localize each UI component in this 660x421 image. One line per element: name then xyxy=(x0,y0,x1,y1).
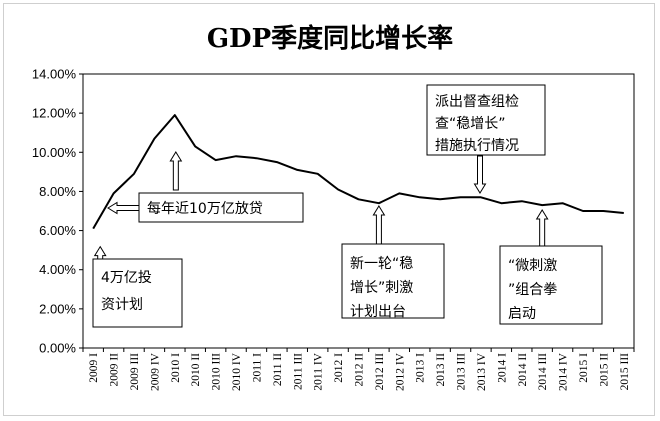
x-tick-label: 2010 II xyxy=(190,353,202,387)
annotation-text: 资计划 xyxy=(101,297,143,313)
annotation-text: ”组合拳 xyxy=(508,282,557,298)
x-tick-label: 2011 III xyxy=(292,353,304,390)
y-tick-label: 0.00% xyxy=(39,341,76,356)
x-tick-label: 2009 II xyxy=(109,353,121,387)
x-tick-label: 2014 II xyxy=(517,353,529,387)
x-tick-label: 2012 I xyxy=(333,353,345,383)
annotation-arrow xyxy=(169,151,183,191)
annotation-arrow xyxy=(107,201,140,215)
x-tick-label: 2012 II xyxy=(354,353,366,387)
annotation-text: 启动 xyxy=(508,306,536,322)
annotation-text: 派出督查组检 xyxy=(435,94,519,110)
chart-title: GDP季度同比增长率 xyxy=(207,23,453,54)
x-tick-label: 2009 I xyxy=(88,353,100,383)
x-tick-label: 2013 I xyxy=(415,353,427,383)
x-tick-label: 2011 IV xyxy=(313,352,325,390)
x-tick-label: 2014 III xyxy=(537,353,549,391)
annotation-arrow xyxy=(473,155,487,194)
gdp-growth-series-line xyxy=(92,114,624,230)
annotation-arrow xyxy=(93,245,107,261)
annotation-annual-lending: 每年近10万亿放贷 xyxy=(138,192,304,223)
x-tick-label: 2014 I xyxy=(496,353,508,383)
x-tick-label: 2014 IV xyxy=(558,352,570,391)
x-tick-label: 2010 IV xyxy=(231,352,243,391)
x-tick-label: 2013 III xyxy=(456,353,468,391)
x-tick-label: 2009 III xyxy=(129,353,141,391)
annotation-text: 增长”刺激 xyxy=(350,279,413,296)
x-tick-label: 2011 II xyxy=(272,353,284,386)
x-tick-label: 2012 III xyxy=(374,353,386,391)
y-tick-label: 8.00% xyxy=(39,184,76,199)
x-tick-label: 2015 III xyxy=(619,353,631,391)
x-tick-label: 2015 I xyxy=(578,353,590,383)
plot-area-border xyxy=(82,73,635,349)
x-tick-label: 2012 IV xyxy=(394,352,406,391)
y-tick-label: 6.00% xyxy=(39,223,76,238)
y-tick-label: 10.00% xyxy=(32,145,77,160)
x-tick-label: 2010 I xyxy=(170,353,182,383)
annotation-text: 查“稳增长” xyxy=(435,116,506,132)
annotation-arrow xyxy=(372,205,386,246)
x-tick-label: 2009 IV xyxy=(149,352,161,391)
x-tick-label: 2015 II xyxy=(598,353,610,387)
annotation-box xyxy=(92,258,183,328)
annotation-box xyxy=(138,192,304,223)
annotation-text: 4万亿投 xyxy=(101,270,152,286)
annotation-text: 计划出台 xyxy=(350,304,406,320)
y-tick-label: 2.00% xyxy=(39,301,76,316)
y-tick-label: 12.00% xyxy=(32,106,77,121)
x-tick-label: 2013 II xyxy=(435,353,447,387)
annotation-box xyxy=(499,245,603,325)
x-tick-label: 2013 IV xyxy=(476,352,488,391)
x-tick-label: 2010 III xyxy=(211,353,223,391)
annotation-text: 每年近10万亿放贷 xyxy=(147,201,263,217)
x-tick-label: 2011 I xyxy=(251,353,263,382)
y-tick-label: 4.00% xyxy=(39,262,76,277)
annotation-box xyxy=(341,243,445,319)
annotation-text: “微刺激 xyxy=(508,257,557,274)
y-tick-label: 14.00% xyxy=(32,67,77,82)
annotation-text: 措施执行情况 xyxy=(435,138,519,154)
annotation-text: 新一轮“稳 xyxy=(350,256,413,272)
annotation-arrow xyxy=(535,209,549,248)
annotation-box xyxy=(426,84,546,156)
